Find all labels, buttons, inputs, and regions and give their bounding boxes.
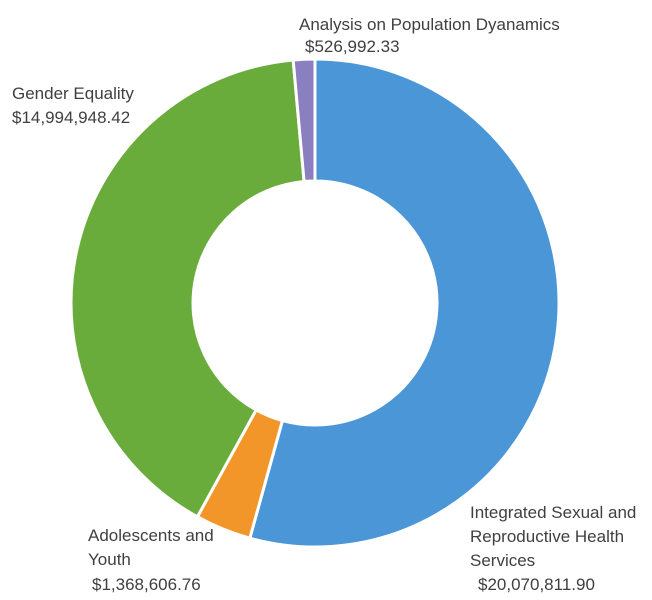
slice-label-isrh: Integrated Sexual and Reproductive Healt… bbox=[470, 503, 641, 594]
slice-label-adolescents: Adolescents and Youth $1,368,606.76 bbox=[88, 526, 218, 594]
slice-label-population-dynamics: Analysis on Population Dyanamics $526,99… bbox=[299, 15, 565, 56]
slice-gender-equality bbox=[69, 58, 306, 519]
slice-label-gender-equality: Gender Equality $14,994,948.42 bbox=[12, 84, 139, 127]
slice-population-dynamics bbox=[291, 57, 317, 184]
donut-labels: Integrated Sexual and Reproductive Healt… bbox=[12, 15, 641, 594]
slice-isrh bbox=[247, 57, 561, 549]
donut-slices bbox=[69, 57, 561, 549]
